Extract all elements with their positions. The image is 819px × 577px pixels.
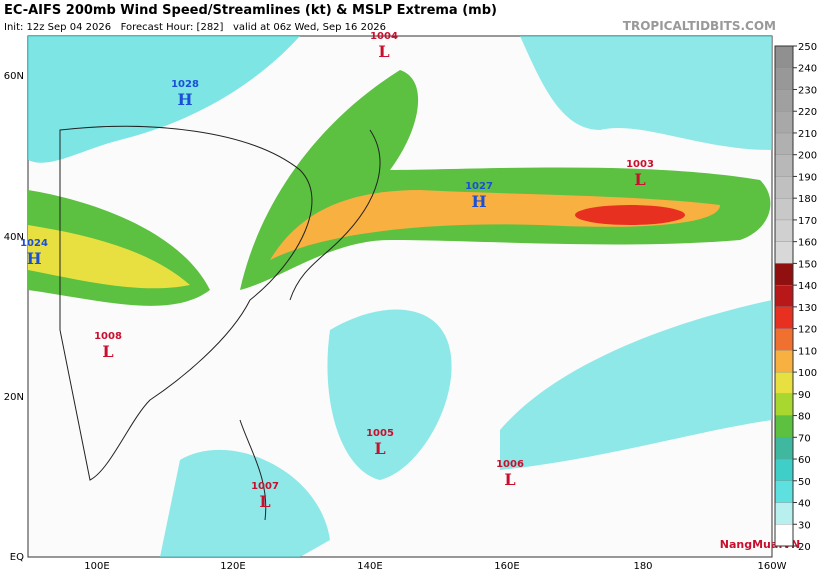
colorbar-label: 50 bbox=[798, 477, 811, 488]
coastline bbox=[59, 125, 313, 481]
colorbar-label: 240 bbox=[798, 64, 817, 75]
center-pressure: 1028 bbox=[171, 79, 199, 90]
colorbar-label: 220 bbox=[798, 107, 817, 118]
lat-label: 60N bbox=[4, 71, 24, 82]
coastline bbox=[239, 419, 267, 521]
colorbar-segment bbox=[774, 219, 794, 242]
colorbar-segment bbox=[774, 132, 794, 155]
colorbar-label: 130 bbox=[798, 303, 817, 314]
wind-area bbox=[28, 36, 300, 163]
colorbar-label: 60 bbox=[798, 455, 811, 466]
colorbar-label: 230 bbox=[798, 85, 817, 96]
colorbar-segment bbox=[774, 111, 794, 134]
colorbar-segment bbox=[774, 502, 794, 525]
jet-core bbox=[28, 225, 190, 289]
center-pressure: 1027 bbox=[465, 181, 493, 192]
colorbar-segment bbox=[774, 284, 794, 308]
colorbar-label: 250 bbox=[798, 42, 817, 53]
colorbar-segment bbox=[774, 306, 794, 329]
colorbar-label: 70 bbox=[798, 433, 811, 444]
colorbar-segment bbox=[774, 263, 794, 286]
colorbar-label: 120 bbox=[798, 325, 817, 336]
center-symbol: H bbox=[471, 192, 486, 211]
colorbar-segment bbox=[774, 89, 794, 112]
colorbar-label: 20 bbox=[798, 542, 811, 553]
colorbar-segment bbox=[774, 45, 794, 68]
colorbar-segment bbox=[774, 67, 794, 90]
center-pressure: 1004 bbox=[370, 31, 398, 42]
map bbox=[27, 35, 773, 558]
subtitle: Init: 12z Sep 04 2026 Forecast Hour: [28… bbox=[4, 22, 386, 33]
center-symbol: L bbox=[504, 470, 515, 489]
colorbar-label: 160 bbox=[798, 238, 817, 249]
wind-area bbox=[160, 449, 330, 557]
center-symbol: L bbox=[259, 492, 270, 511]
jet-max bbox=[575, 205, 685, 225]
colorbar-label: 200 bbox=[798, 151, 817, 162]
wind-area bbox=[327, 309, 452, 480]
colorbar-label: 110 bbox=[798, 346, 817, 357]
lat-label: EQ bbox=[10, 552, 24, 563]
colorbar-segment bbox=[774, 458, 794, 481]
center-symbol: H bbox=[177, 90, 192, 109]
title: EC-AIFS 200mb Wind Speed/Streamlines (kt… bbox=[4, 3, 497, 18]
colorbar-segment bbox=[774, 350, 794, 373]
jet bbox=[240, 70, 771, 290]
colorbar-segment bbox=[774, 241, 794, 264]
colorbar-label: 190 bbox=[798, 172, 817, 183]
colorbar-label: 170 bbox=[798, 216, 817, 227]
lon-label: 180 bbox=[633, 561, 652, 572]
colorbar-label: 140 bbox=[798, 281, 817, 292]
colorbar-label: 180 bbox=[798, 194, 817, 205]
lon-label: 120E bbox=[220, 561, 245, 572]
center-symbol: H bbox=[26, 249, 41, 268]
lon-label: 140E bbox=[357, 561, 382, 572]
coastline bbox=[289, 129, 381, 301]
colorbar-segment bbox=[774, 524, 794, 547]
lat-label: 20N bbox=[4, 392, 24, 403]
source: TROPICALTIDBITS.COM bbox=[623, 19, 776, 33]
center-symbol: L bbox=[374, 439, 385, 458]
colorbar-segment bbox=[774, 198, 794, 221]
center-symbol: L bbox=[102, 342, 113, 361]
colorbar-segment bbox=[774, 154, 794, 177]
center-symbol: L bbox=[378, 42, 389, 61]
lon-label: 160E bbox=[494, 561, 519, 572]
lat-label: 40N bbox=[4, 232, 24, 243]
colorbar-label: 90 bbox=[798, 390, 811, 401]
colorbar-segment bbox=[774, 415, 794, 438]
center-pressure: 1024 bbox=[20, 238, 48, 249]
center-pressure: 1006 bbox=[496, 459, 524, 470]
lon-label: 100E bbox=[84, 561, 109, 572]
center-pressure: 1005 bbox=[366, 428, 394, 439]
colorbar-frame bbox=[774, 45, 794, 547]
colorbar-label: 210 bbox=[798, 129, 817, 140]
colorbar-label: 40 bbox=[798, 499, 811, 510]
colorbar-segment bbox=[774, 328, 794, 351]
wind-area bbox=[500, 300, 772, 470]
colorbar-label: 100 bbox=[798, 368, 817, 379]
colorbar-segment bbox=[774, 437, 794, 460]
colorbar-segment bbox=[774, 393, 794, 416]
center-symbol: L bbox=[634, 170, 645, 189]
lon-label: 160W bbox=[758, 561, 787, 572]
center-pressure: 1008 bbox=[94, 331, 122, 342]
colorbar-segment bbox=[774, 480, 794, 503]
colorbar-segment bbox=[774, 176, 794, 199]
center-pressure: 1003 bbox=[626, 159, 654, 170]
center-pressure: 1007 bbox=[251, 481, 279, 492]
colorbar-label: 30 bbox=[798, 520, 811, 531]
colorbar-label: 150 bbox=[798, 259, 817, 270]
colorbar-label: 80 bbox=[798, 412, 811, 423]
colorbar-segment bbox=[774, 371, 794, 394]
wind-area bbox=[520, 36, 772, 150]
